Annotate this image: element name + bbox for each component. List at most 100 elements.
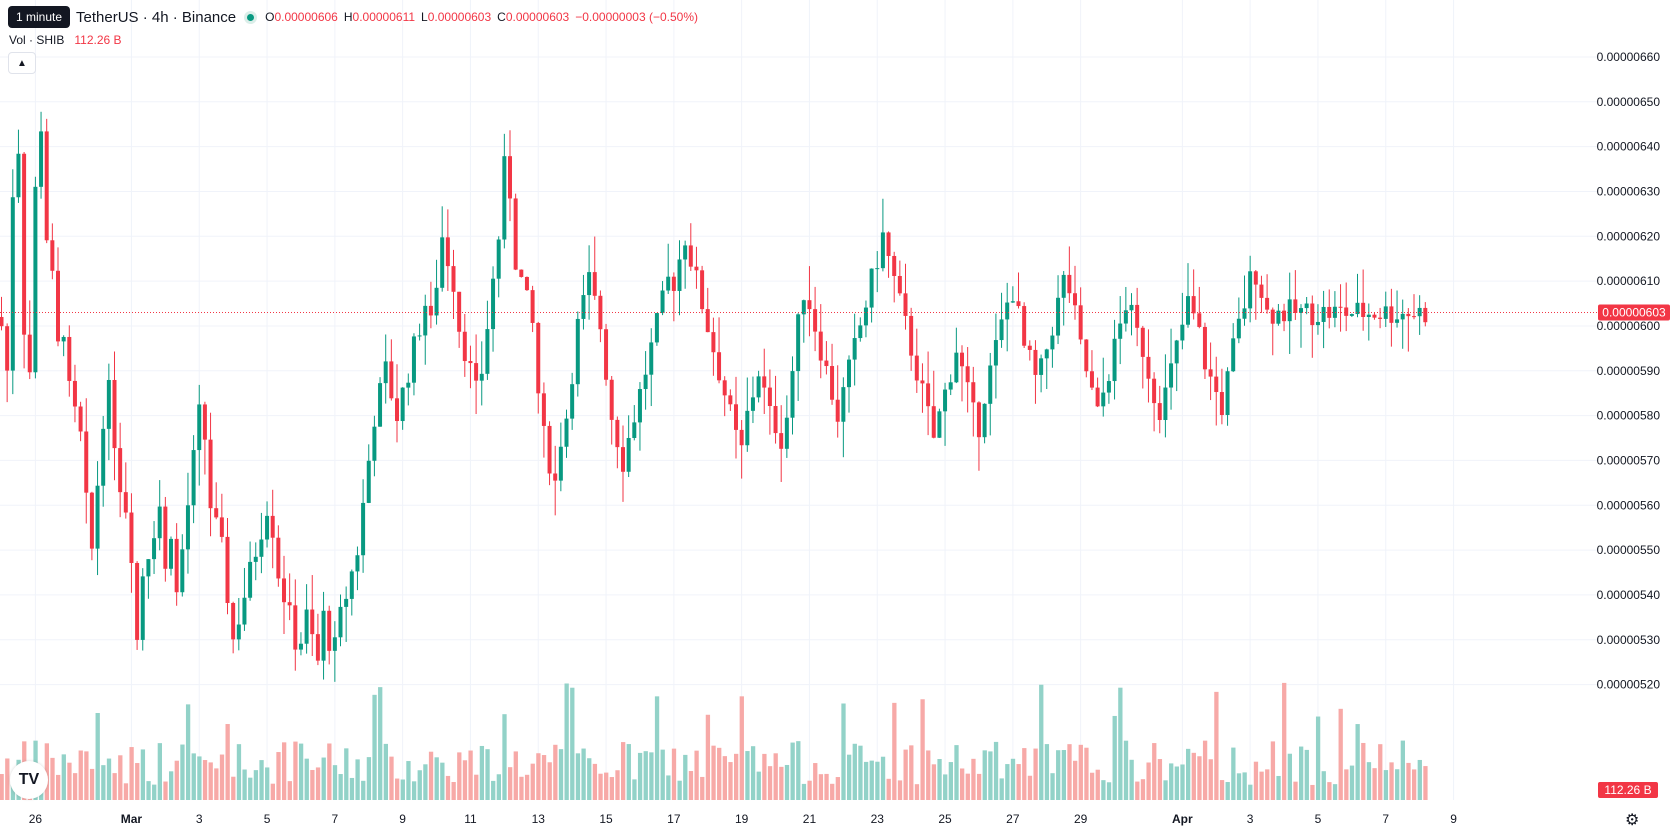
candle-body <box>524 276 529 291</box>
candle-body <box>683 245 688 260</box>
volume-bar <box>1078 744 1083 800</box>
volume-bar <box>886 778 891 800</box>
candle-body <box>451 266 456 292</box>
candle-body <box>835 399 840 422</box>
volume-bar <box>824 773 829 800</box>
volume-bar <box>1095 769 1100 800</box>
candle-body <box>784 417 789 449</box>
volume-bar <box>621 742 626 800</box>
volume-bar <box>310 769 315 800</box>
volume-bar <box>1186 748 1191 800</box>
candle-body <box>146 559 151 577</box>
market-status-icon[interactable] <box>244 10 258 24</box>
volume-bar <box>1016 764 1021 800</box>
volume-bar <box>694 750 699 800</box>
time-tick-label: 9 <box>1450 812 1457 826</box>
candle-body <box>1016 301 1021 307</box>
volume-bar <box>1152 743 1157 800</box>
candle-body <box>344 598 349 607</box>
volume-bar <box>1067 744 1072 800</box>
volume-bar <box>931 764 937 800</box>
volume-bar <box>502 714 507 800</box>
candle-body <box>547 425 552 474</box>
candle-body <box>50 240 55 271</box>
time-tick-label: Mar <box>121 812 143 826</box>
volume-bar <box>1282 682 1287 800</box>
candle-body <box>276 537 281 579</box>
volume-bar <box>95 712 100 800</box>
volume-bar <box>417 770 422 800</box>
volume-bar <box>1033 748 1038 800</box>
candle-body <box>106 379 111 429</box>
candle-body <box>722 380 727 396</box>
price-tick-label: 0.00000600 <box>1597 319 1661 333</box>
volume-bar <box>112 773 117 800</box>
price-axis: 0.00000660 0.00000650 0.00000640 0.00000630… <box>1597 50 1661 692</box>
time-tick-label: 9 <box>399 812 406 826</box>
candle-body <box>231 602 236 640</box>
high-value: H0.00000611 <box>343 10 416 24</box>
volume-tag-text: 112.26 B <box>1604 783 1651 797</box>
candle-body <box>270 515 275 538</box>
volume-bar <box>960 768 965 800</box>
volume-bar <box>513 751 518 800</box>
volume-bar <box>445 775 451 800</box>
candle-body <box>779 433 784 449</box>
volume-bar <box>649 752 654 800</box>
candle-body <box>830 366 835 400</box>
candle-body <box>67 336 72 381</box>
volume-bar <box>1361 742 1366 800</box>
time-tick-label: 17 <box>667 812 681 826</box>
volume-bar <box>1191 752 1196 800</box>
time-tick-label: 21 <box>803 812 817 826</box>
volume-bar <box>1225 782 1230 800</box>
volume-bar <box>72 773 78 800</box>
volume-bar <box>632 779 637 800</box>
candle-body <box>677 259 682 291</box>
symbol-title[interactable]: TetherUS · 4h · Binance <box>76 8 237 26</box>
volume-bar <box>1027 775 1033 800</box>
candle-body <box>1214 376 1219 393</box>
volume-bar <box>1270 741 1276 800</box>
candle-body <box>129 512 134 563</box>
gear-icon[interactable]: ⚙ <box>1625 812 1640 829</box>
tradingview-logo-icon[interactable]: TV <box>10 761 48 799</box>
candle-body <box>824 360 829 367</box>
volume-bar <box>779 766 784 800</box>
candle-body <box>1180 324 1185 341</box>
candle-body <box>688 245 693 267</box>
candle-body <box>248 561 253 598</box>
volume-bar <box>1146 762 1151 800</box>
candle-body <box>1372 314 1377 318</box>
volume-bar <box>1061 750 1066 800</box>
candle-body <box>948 382 953 390</box>
volume-bar <box>728 762 733 800</box>
candle-body <box>637 389 642 423</box>
volume-bar <box>1253 761 1259 800</box>
candle-body <box>1225 371 1230 415</box>
collapse-legend-button[interactable]: ▲ <box>8 52 36 74</box>
candle-body <box>5 326 10 371</box>
candle-body <box>818 331 823 361</box>
volume-bar <box>745 751 750 800</box>
candle-body <box>72 380 77 407</box>
time-tick-label: 3 <box>196 812 203 826</box>
candle-body <box>1186 296 1190 325</box>
candle-body <box>1022 306 1027 346</box>
candle-body <box>954 352 959 383</box>
volume-bar <box>965 773 970 800</box>
volume-bar <box>1084 747 1089 800</box>
candle-body <box>1067 274 1072 294</box>
candle-body <box>395 398 399 422</box>
volume-bar <box>784 764 790 800</box>
volume-bar <box>609 777 614 800</box>
volume-bar <box>67 762 72 800</box>
candle-body <box>152 538 157 560</box>
candle-body <box>22 153 27 335</box>
volume-bar <box>892 702 897 800</box>
candle-body <box>1078 305 1083 340</box>
volume-bar <box>485 749 490 800</box>
time-tick-label: 7 <box>332 812 339 826</box>
candle-body <box>1061 274 1066 298</box>
